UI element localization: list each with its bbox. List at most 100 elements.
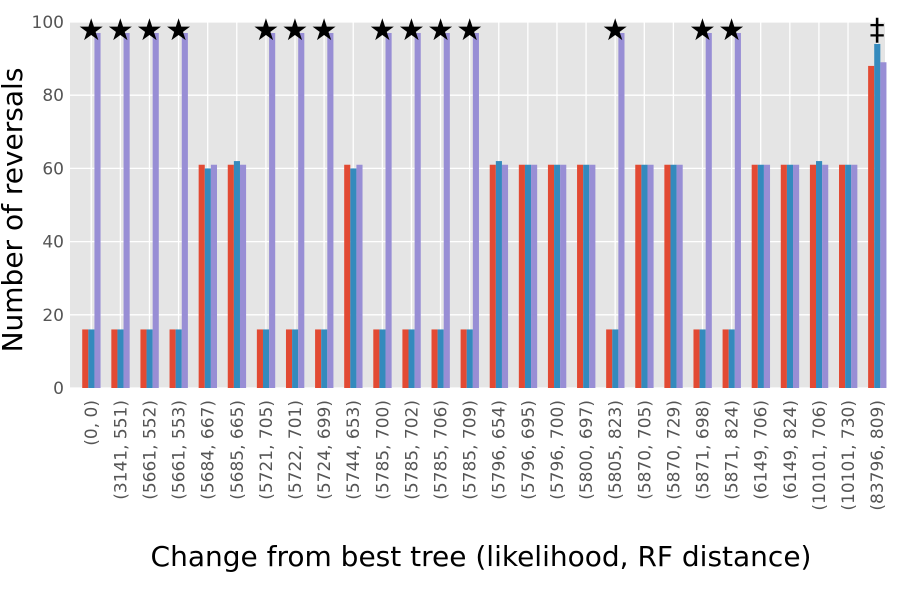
bar [589, 164, 596, 388]
bar [414, 32, 421, 388]
bar-marker: ★ [282, 13, 309, 48]
bar-marker: ★ [165, 13, 192, 48]
y-tick-label: 20 [42, 306, 64, 326]
bar [839, 164, 846, 388]
bar-marker: ★ [427, 13, 454, 48]
bar [466, 329, 473, 388]
x-tick-label: (5785, 709) [461, 400, 481, 500]
bar [722, 329, 729, 388]
y-tick-label: 0 [53, 379, 64, 399]
bar-marker: ★ [136, 13, 163, 48]
bar [809, 164, 817, 388]
bar [705, 32, 712, 388]
bar [204, 168, 211, 388]
x-tick-label: (5796, 695) [519, 400, 539, 500]
bar-markers: ★ ★ ★ ★ ★ ★ ★ ★ ★ ★ ★ ★ ★ ★ ‡ [78, 13, 885, 48]
bar [379, 329, 386, 388]
bar [524, 164, 532, 388]
bar [780, 164, 787, 388]
x-tick-label: (5744, 653) [344, 400, 364, 500]
bar [443, 32, 450, 388]
x-tick-label: (0, 0) [82, 400, 102, 446]
bar [262, 329, 270, 388]
bar [880, 62, 887, 388]
x-tick-label: (5871, 698) [693, 400, 713, 500]
bar [140, 329, 147, 388]
bar [635, 164, 642, 388]
bar [169, 329, 176, 388]
bar [373, 329, 380, 388]
bar [227, 164, 234, 388]
bar [641, 164, 648, 388]
bar [298, 32, 305, 388]
bar-marker: ★ [252, 13, 279, 48]
x-tick-label: (5661, 552) [140, 400, 160, 500]
bar-marker: ★ [689, 13, 716, 48]
bar [786, 164, 794, 388]
bar-marker: ★ [107, 13, 134, 48]
bar [728, 329, 735, 388]
x-tick-label: (6149, 824) [781, 400, 801, 500]
bar [757, 164, 764, 388]
bar [868, 65, 875, 389]
x-tick-label: (5722, 701) [286, 400, 306, 500]
bar [356, 164, 363, 388]
x-tick-label: (83796, 809) [868, 400, 888, 511]
x-tick-label: (10101, 706) [810, 400, 830, 511]
bar [554, 164, 561, 388]
bar [501, 164, 509, 388]
x-tick-label: (6149, 706) [752, 400, 772, 500]
bar [495, 161, 502, 388]
bar [531, 164, 538, 388]
x-tick-label: (5805, 823) [606, 400, 626, 500]
x-tick-label: (5721, 705) [257, 400, 277, 500]
bar [233, 161, 240, 388]
bar [315, 329, 322, 388]
bar [88, 329, 95, 388]
x-tick-label: (10101, 730) [839, 400, 859, 511]
x-tick-label: (3141, 551) [111, 400, 131, 500]
y-axis-title: Number of reversals [0, 68, 29, 353]
bar [431, 329, 438, 388]
x-tick-label: (5800, 697) [577, 400, 597, 500]
x-tick-label: (5785, 706) [432, 400, 452, 500]
y-tick-label: 100 [32, 13, 64, 33]
bar [146, 329, 153, 388]
bar-marker: ★ [718, 13, 745, 48]
x-tick-label: (5724, 699) [315, 400, 335, 500]
bar [117, 329, 124, 388]
bar [175, 329, 182, 388]
bar [210, 164, 217, 388]
y-tick-label: 80 [42, 86, 64, 106]
x-tick-label: (5661, 553) [170, 400, 190, 500]
bar [699, 329, 706, 388]
bar [256, 329, 263, 388]
bar [816, 161, 823, 388]
bar [822, 164, 829, 388]
bar [198, 164, 205, 388]
bars [82, 32, 887, 389]
bar [111, 329, 118, 388]
bar [152, 32, 159, 388]
bar [385, 32, 392, 388]
bar [402, 329, 409, 388]
x-tick-label: (5870, 705) [635, 400, 655, 500]
bar [647, 164, 654, 388]
bar [350, 168, 357, 388]
bar-marker: ★ [369, 13, 396, 48]
bar [181, 32, 188, 388]
bar [123, 32, 130, 388]
bar-marker: ★ [456, 13, 483, 48]
bar-marker: ★ [311, 13, 338, 48]
bar [472, 32, 479, 388]
bar [845, 164, 852, 388]
bar [560, 164, 567, 388]
y-tick-label: 40 [42, 233, 64, 253]
bar [327, 32, 334, 388]
bar [693, 329, 700, 388]
x-tick-label: (5685, 665) [228, 400, 248, 500]
bar [618, 32, 625, 388]
x-tick-label: (5870, 729) [664, 400, 684, 500]
bar [518, 164, 525, 388]
